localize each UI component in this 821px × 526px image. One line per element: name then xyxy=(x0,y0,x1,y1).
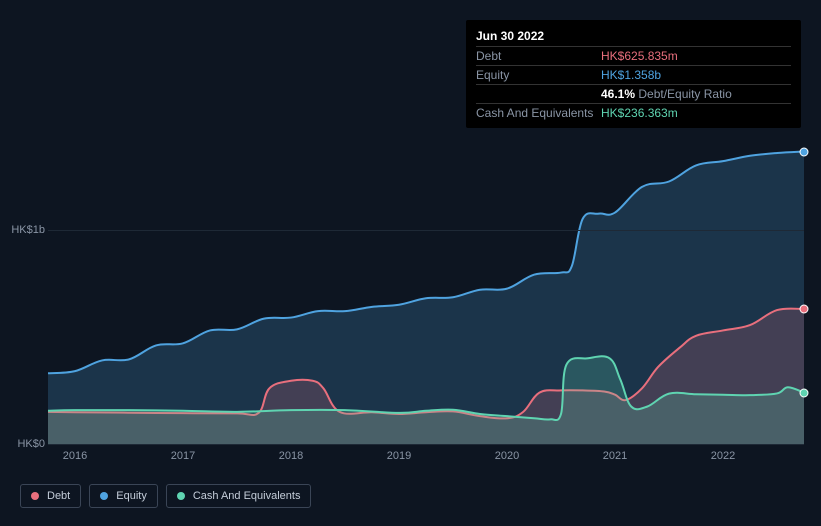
x-axis-label: 2018 xyxy=(279,450,303,462)
legend-item-debt[interactable]: Debt xyxy=(20,484,81,508)
gridline xyxy=(48,230,804,231)
legend-swatch-debt xyxy=(31,492,39,500)
legend-item-cash[interactable]: Cash And Equivalents xyxy=(166,484,312,508)
y-axis-label: HK$1b xyxy=(11,224,45,236)
tooltip-equity-value: HK$1.358b xyxy=(601,68,791,82)
x-axis-label: 2021 xyxy=(603,450,627,462)
legend-label-equity: Equity xyxy=(116,490,147,502)
financial-history-chart[interactable] xyxy=(48,144,804,444)
legend-label-debt: Debt xyxy=(47,490,70,502)
series-end-marker-cash xyxy=(800,388,809,397)
x-axis-label: 2017 xyxy=(171,450,195,462)
gridline xyxy=(48,444,804,445)
x-axis-label: 2016 xyxy=(63,450,87,462)
legend-swatch-equity xyxy=(100,492,108,500)
y-axis-label: HK$0 xyxy=(17,438,45,450)
tooltip-cash-label: Cash And Equivalents xyxy=(476,106,601,120)
series-end-marker-debt xyxy=(800,305,809,314)
legend-item-equity[interactable]: Equity xyxy=(89,484,158,508)
series-end-marker-equity xyxy=(800,147,809,156)
x-axis-label: 2020 xyxy=(495,450,519,462)
x-axis-label: 2022 xyxy=(711,450,735,462)
tooltip-equity-label: Equity xyxy=(476,68,601,82)
tooltip-cash-value: HK$236.363m xyxy=(601,106,791,120)
tooltip-debt-value: HK$625.835m xyxy=(601,49,791,63)
chart-legend: Debt Equity Cash And Equivalents xyxy=(20,484,311,508)
legend-label-cash: Cash And Equivalents xyxy=(193,490,301,502)
tooltip-ratio-value: 46.1% xyxy=(601,87,635,101)
legend-swatch-cash xyxy=(177,492,185,500)
tooltip-date: Jun 30 2022 xyxy=(476,26,791,47)
tooltip-debt-label: Debt xyxy=(476,49,601,63)
tooltip-ratio-label: Debt/Equity Ratio xyxy=(638,87,731,101)
x-axis-label: 2019 xyxy=(387,450,411,462)
chart-tooltip: Jun 30 2022 Debt HK$625.835m Equity HK$1… xyxy=(466,20,801,128)
